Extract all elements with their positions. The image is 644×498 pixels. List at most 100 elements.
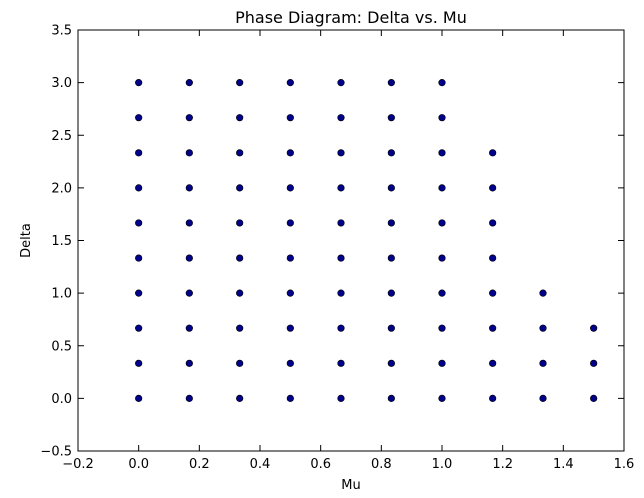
scatter-point <box>590 394 598 402</box>
scatter-point <box>337 219 345 227</box>
scatter-point <box>438 219 446 227</box>
scatter-point <box>135 289 143 297</box>
scatter-point <box>185 254 193 262</box>
x-tick-label: 0.0 <box>128 457 149 472</box>
scatter-point <box>286 254 294 262</box>
scatter-point <box>438 254 446 262</box>
scatter-point <box>135 184 143 192</box>
scatter-point <box>539 394 547 402</box>
scatter-point <box>286 79 294 87</box>
x-tick-label: 1.6 <box>614 457 635 472</box>
y-tick-label: 3.0 <box>51 76 72 91</box>
scatter-point <box>387 359 395 367</box>
scatter-point <box>185 289 193 297</box>
scatter-point <box>438 324 446 332</box>
y-tick-label: 2.0 <box>51 181 72 196</box>
scatter-point <box>337 79 345 87</box>
scatter-point <box>489 359 497 367</box>
scatter-point <box>286 184 294 192</box>
scatter-point <box>185 79 193 87</box>
scatter-point <box>135 394 143 402</box>
scatter-point <box>135 219 143 227</box>
scatter-point <box>337 254 345 262</box>
scatter-point <box>337 324 345 332</box>
scatter-point <box>438 114 446 122</box>
scatter-point <box>489 289 497 297</box>
axis-ticks: −0.2 0.0 0.2 0.4 0.6 0.8 1.0 1.2 1.4 1.6 −0.5 0.0 0.… <box>40 24 634 473</box>
scatter-point <box>387 79 395 87</box>
scatter-point <box>387 394 395 402</box>
scatter-point <box>185 324 193 332</box>
x-tick-label: 1.2 <box>492 457 513 472</box>
scatter-point <box>337 289 345 297</box>
scatter-point <box>387 219 395 227</box>
x-tick-label: 1.4 <box>553 457 574 472</box>
scatter-point <box>590 324 598 332</box>
scatter-point <box>438 184 446 192</box>
scatter-point <box>236 289 244 297</box>
scatter-point <box>185 394 193 402</box>
scatter-point <box>387 289 395 297</box>
y-tick-label: 0.5 <box>51 339 72 354</box>
x-tick-label: 0.4 <box>250 457 271 472</box>
scatter-point <box>286 394 294 402</box>
scatter-point <box>489 394 497 402</box>
scatter-point <box>387 324 395 332</box>
y-tick-label: 1.5 <box>51 234 72 249</box>
scatter-point <box>489 219 497 227</box>
scatter-point <box>286 289 294 297</box>
scatter-point <box>337 359 345 367</box>
scatter-point <box>438 394 446 402</box>
y-tick-label: 0.0 <box>51 392 72 407</box>
scatter-point <box>438 79 446 87</box>
x-tick-label: 0.8 <box>371 457 392 472</box>
x-tick-label: 1.0 <box>432 457 453 472</box>
scatter-point <box>438 149 446 157</box>
scatter-point <box>438 359 446 367</box>
scatter-point <box>337 149 345 157</box>
plot-area-frame <box>77 29 625 452</box>
x-axis-label: Mu <box>341 478 360 493</box>
scatter-point <box>489 149 497 157</box>
scatter-point <box>539 359 547 367</box>
scatter-point <box>236 79 244 87</box>
scatter-point <box>135 359 143 367</box>
scatter-point <box>185 219 193 227</box>
y-tick-label: 3.5 <box>51 24 72 39</box>
scatter-point <box>236 219 244 227</box>
scatter-point <box>489 254 497 262</box>
scatter-point <box>236 184 244 192</box>
scatter-point <box>387 184 395 192</box>
y-tick-label: 1.0 <box>51 287 72 302</box>
data-points <box>135 79 598 402</box>
scatter-point <box>135 324 143 332</box>
scatter-point <box>539 324 547 332</box>
scatter-point <box>286 114 294 122</box>
scatter-point <box>286 324 294 332</box>
scatter-point <box>337 114 345 122</box>
scatter-point <box>135 79 143 87</box>
scatter-point <box>236 359 244 367</box>
scatter-point <box>387 114 395 122</box>
scatter-point <box>387 254 395 262</box>
scatter-point <box>236 254 244 262</box>
scatter-point <box>236 149 244 157</box>
x-tick-label: 0.2 <box>189 457 210 472</box>
scatter-point <box>185 359 193 367</box>
scatter-point <box>286 359 294 367</box>
y-tick-label: −0.5 <box>40 445 72 460</box>
y-axis-label: Delta <box>19 223 34 258</box>
scatter-point <box>185 184 193 192</box>
scatter-point <box>286 219 294 227</box>
scatter-point <box>185 114 193 122</box>
scatter-point <box>489 324 497 332</box>
scatter-point <box>236 324 244 332</box>
scatter-point <box>135 114 143 122</box>
scatter-point <box>286 149 294 157</box>
scatter-point <box>185 149 193 157</box>
scatter-point <box>590 359 598 367</box>
x-tick-label: −0.2 <box>62 457 94 472</box>
scatter-point <box>337 394 345 402</box>
y-tick-label: 2.5 <box>51 129 72 144</box>
